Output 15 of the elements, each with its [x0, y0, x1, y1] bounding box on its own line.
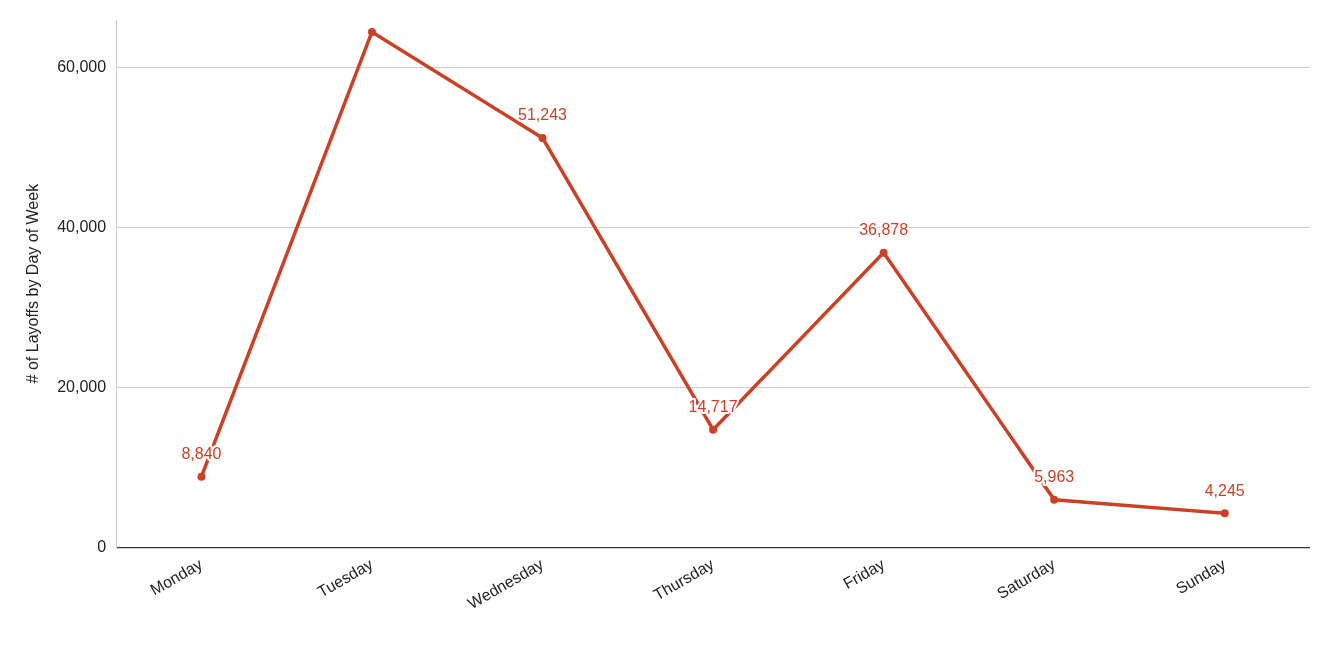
y-tick-label: 40,000	[57, 218, 107, 236]
point	[1050, 495, 1059, 504]
y-tick-label: 20,000	[57, 377, 107, 395]
y-tick-label: 60,000	[57, 58, 107, 76]
point	[367, 27, 376, 36]
y-tick-label: 0	[97, 537, 107, 555]
data-label: 4,245	[1204, 481, 1245, 499]
point	[879, 248, 888, 257]
point	[197, 472, 206, 481]
data-label: 51,243	[518, 106, 568, 124]
point	[538, 133, 547, 142]
data-label: 36,878	[859, 221, 909, 239]
point	[1220, 509, 1229, 518]
y-axis-title: # of Layoffs by Day of Week	[24, 182, 42, 384]
point	[709, 425, 718, 434]
